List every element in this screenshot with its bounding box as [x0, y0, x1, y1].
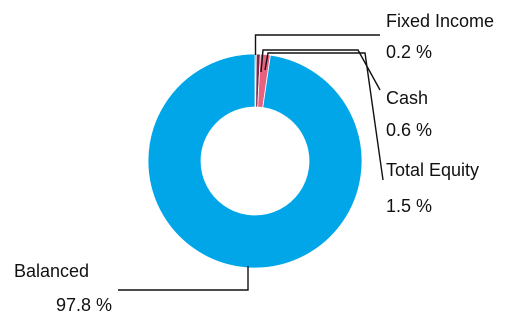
total-equity-value: 1.5 %: [386, 196, 432, 216]
cash-label: Cash: [386, 88, 428, 108]
slice-balanced: [147, 53, 363, 269]
fixed-income-value: 0.2 %: [386, 42, 432, 62]
total-equity-label: Total Equity: [386, 160, 479, 180]
leader-lines-group: [118, 34, 384, 291]
balanced-label: Balanced: [14, 261, 89, 281]
leader-line-fixed-income: [254, 34, 380, 55]
leader-line-total-equity: [264, 52, 384, 181]
leader-line-balanced: [118, 266, 249, 291]
slices-group: [147, 53, 363, 269]
cash-value: 0.6 %: [386, 120, 432, 140]
fixed-income-label: Fixed Income: [386, 11, 494, 31]
balanced-value: 97.8 %: [56, 295, 112, 315]
leader-line-cash: [260, 49, 381, 91]
